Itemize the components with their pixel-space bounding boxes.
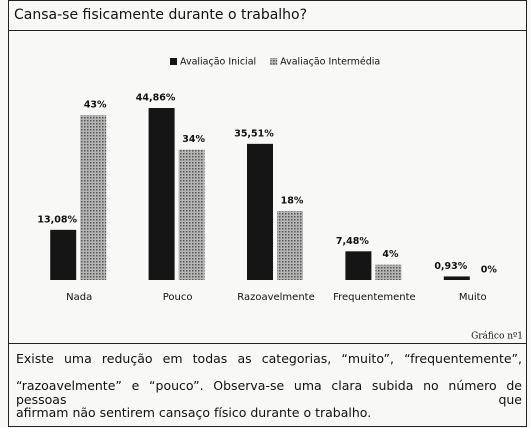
bar xyxy=(277,210,303,280)
frame xyxy=(8,0,527,427)
x-tick-label: Razoavelmente xyxy=(237,292,315,303)
x-tick-label: Pouco xyxy=(163,292,193,303)
paragraph-line: afirmam não sentirem cansaço físico dura… xyxy=(16,405,372,420)
data-label: 0,93% xyxy=(434,261,467,272)
bar xyxy=(178,149,205,280)
x-tick-label: Nada xyxy=(66,292,92,303)
chart-title: Cansa-se fisicamente durante o trabalho? xyxy=(14,7,307,23)
data-label: 4% xyxy=(382,249,399,260)
data-label: 44,86% xyxy=(136,93,176,104)
legend-swatch xyxy=(270,58,278,65)
bar xyxy=(80,115,107,280)
bar xyxy=(247,143,273,280)
bar xyxy=(148,108,175,280)
bar xyxy=(345,251,372,280)
data-label: 18% xyxy=(281,195,304,206)
data-label: 35,51% xyxy=(234,128,274,139)
legend-label: Avaliação Intermédia xyxy=(280,57,380,68)
paragraph-line: “razoavelmente” e “pouco”. Observa-se um… xyxy=(16,378,522,407)
x-tick-label: Frequentemente xyxy=(333,292,416,303)
data-label: 43% xyxy=(84,100,107,111)
data-label: 13,08% xyxy=(37,214,77,225)
x-tick-label: Muito xyxy=(459,292,487,303)
bar xyxy=(375,264,402,280)
legend-swatch xyxy=(170,58,177,65)
paragraph-line: Existe uma redução em todas as categoria… xyxy=(16,351,522,366)
legend-label: Avaliação Inicial xyxy=(180,57,256,68)
data-label: 7,48% xyxy=(336,236,369,247)
bar xyxy=(443,276,470,280)
data-label: 0% xyxy=(481,265,498,276)
caption: Gráfico nº1 xyxy=(471,331,523,342)
data-label: 34% xyxy=(182,134,205,145)
bar xyxy=(50,229,77,280)
